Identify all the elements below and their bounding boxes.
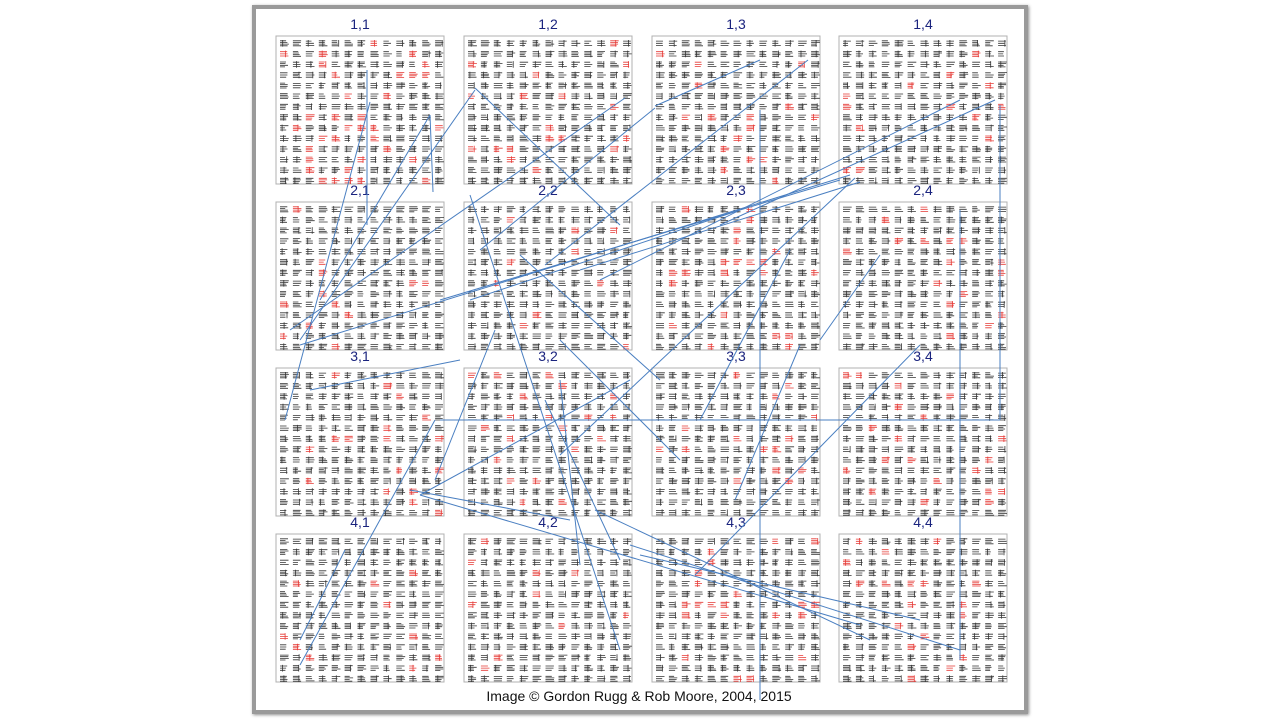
glyph-cells bbox=[843, 538, 1007, 682]
grid-label: 3,1 bbox=[350, 348, 370, 364]
syllable-grid: 3,2 bbox=[463, 348, 633, 517]
highlighted-glyph-cells bbox=[468, 372, 619, 506]
connector-line bbox=[419, 494, 861, 626]
glyph-cells bbox=[468, 206, 632, 350]
connector-line bbox=[299, 419, 436, 666]
connector-line bbox=[559, 339, 681, 461]
grid-label: 1,4 bbox=[913, 16, 933, 32]
glyph-cells bbox=[656, 206, 820, 350]
glyph-cells bbox=[843, 206, 1007, 350]
connector-line bbox=[474, 87, 621, 226]
connector-line bbox=[434, 329, 496, 481]
syllable-grid: 4,4 bbox=[838, 514, 1008, 683]
glyph-cells bbox=[468, 40, 632, 184]
grid-label: 1,2 bbox=[538, 16, 558, 32]
connector-line bbox=[594, 509, 871, 641]
grid-label: 4,1 bbox=[350, 514, 370, 530]
highlighted-glyph-cells bbox=[843, 372, 1007, 506]
connector-line bbox=[419, 379, 631, 496]
grid-label: 1,1 bbox=[350, 16, 370, 32]
highlighted-glyph-cells bbox=[843, 538, 981, 682]
highlighted-glyph-cells bbox=[468, 538, 629, 671]
connector-line bbox=[654, 59, 761, 107]
syllable-grid: 4,1 bbox=[275, 514, 445, 683]
connector-line bbox=[629, 544, 961, 651]
glyph-cells bbox=[656, 538, 820, 682]
copyright-caption: Image © Gordon Rugg & Rob Moore, 2004, 2… bbox=[486, 688, 791, 704]
glyph-cells bbox=[280, 206, 444, 350]
connector-line bbox=[299, 174, 851, 346]
syllable-grid: 4,2 bbox=[463, 514, 633, 683]
connector-line bbox=[409, 489, 571, 521]
grid-label: 2,4 bbox=[913, 182, 933, 198]
grid-border bbox=[463, 367, 633, 517]
glyph-cells bbox=[468, 538, 632, 682]
connector-line bbox=[429, 114, 434, 193]
syllable-grid: 4,3 bbox=[651, 514, 821, 683]
grid-label: 2,1 bbox=[350, 182, 370, 198]
grid-label: 3,4 bbox=[913, 348, 933, 364]
syllable-grid: 2,2 bbox=[463, 182, 633, 351]
connector-line bbox=[284, 101, 371, 421]
highlighted-glyph-cells bbox=[280, 569, 443, 672]
highlighted-glyph-cells bbox=[305, 372, 444, 516]
glyph-cells bbox=[843, 40, 1007, 184]
glyph-cells bbox=[280, 40, 444, 184]
connector-line bbox=[559, 379, 581, 566]
glyph-cells bbox=[843, 372, 1007, 516]
syllable-grid: 2,1 bbox=[275, 182, 445, 351]
syllable-grid: 3,4 bbox=[838, 348, 1008, 517]
glyph-cells bbox=[656, 40, 820, 184]
highlighted-glyph-cells bbox=[656, 372, 820, 485]
connector-line bbox=[519, 254, 661, 381]
connector-line bbox=[309, 359, 461, 391]
glyph-cells bbox=[280, 538, 444, 682]
connector-line bbox=[319, 114, 431, 301]
connector-line bbox=[579, 181, 861, 271]
grid-label: 4,4 bbox=[913, 514, 933, 530]
connector-line bbox=[639, 554, 921, 621]
grid-label: 2,2 bbox=[538, 182, 558, 198]
connector-line bbox=[299, 549, 346, 641]
highlighted-glyph-cells bbox=[843, 50, 1006, 174]
highlighted-glyph-cells bbox=[280, 40, 444, 184]
connector-line bbox=[479, 107, 656, 251]
connector-line bbox=[289, 97, 626, 331]
syllable-grid: 2,3 bbox=[651, 182, 821, 351]
connector-line bbox=[544, 399, 621, 561]
syllable-grid: 1,4 bbox=[838, 16, 1008, 185]
syllable-grid: 3,3 bbox=[651, 348, 821, 517]
connector-line bbox=[559, 177, 856, 456]
grid-label: 1,3 bbox=[726, 16, 746, 32]
highlighted-glyph-cells bbox=[468, 40, 631, 173]
syllable-grid: 1,2 bbox=[463, 16, 633, 185]
grid-label: 4,2 bbox=[538, 514, 558, 530]
connector-line bbox=[819, 254, 881, 341]
syllable-grid: 2,4 bbox=[838, 182, 1008, 351]
connector-line bbox=[469, 194, 621, 651]
grid-label: 2,3 bbox=[726, 182, 746, 198]
glyph-cells bbox=[280, 372, 444, 516]
syllable-grid: 3,1 bbox=[275, 348, 445, 517]
connector-line bbox=[734, 344, 801, 501]
connector-line bbox=[699, 249, 791, 421]
grid-label: 4,3 bbox=[726, 514, 746, 530]
connector-line bbox=[599, 99, 961, 281]
connector-line bbox=[694, 344, 921, 576]
connector-line bbox=[719, 99, 996, 226]
connector-line bbox=[299, 89, 476, 341]
grid-label: 3,3 bbox=[726, 348, 746, 364]
connector-line bbox=[544, 59, 809, 266]
highlighted-glyph-cells bbox=[656, 50, 820, 184]
syllable-grid: 1,3 bbox=[651, 16, 821, 185]
syllable-grid: 1,1 bbox=[275, 16, 445, 185]
grid-label: 3,2 bbox=[538, 348, 558, 364]
connector-line bbox=[469, 209, 741, 301]
